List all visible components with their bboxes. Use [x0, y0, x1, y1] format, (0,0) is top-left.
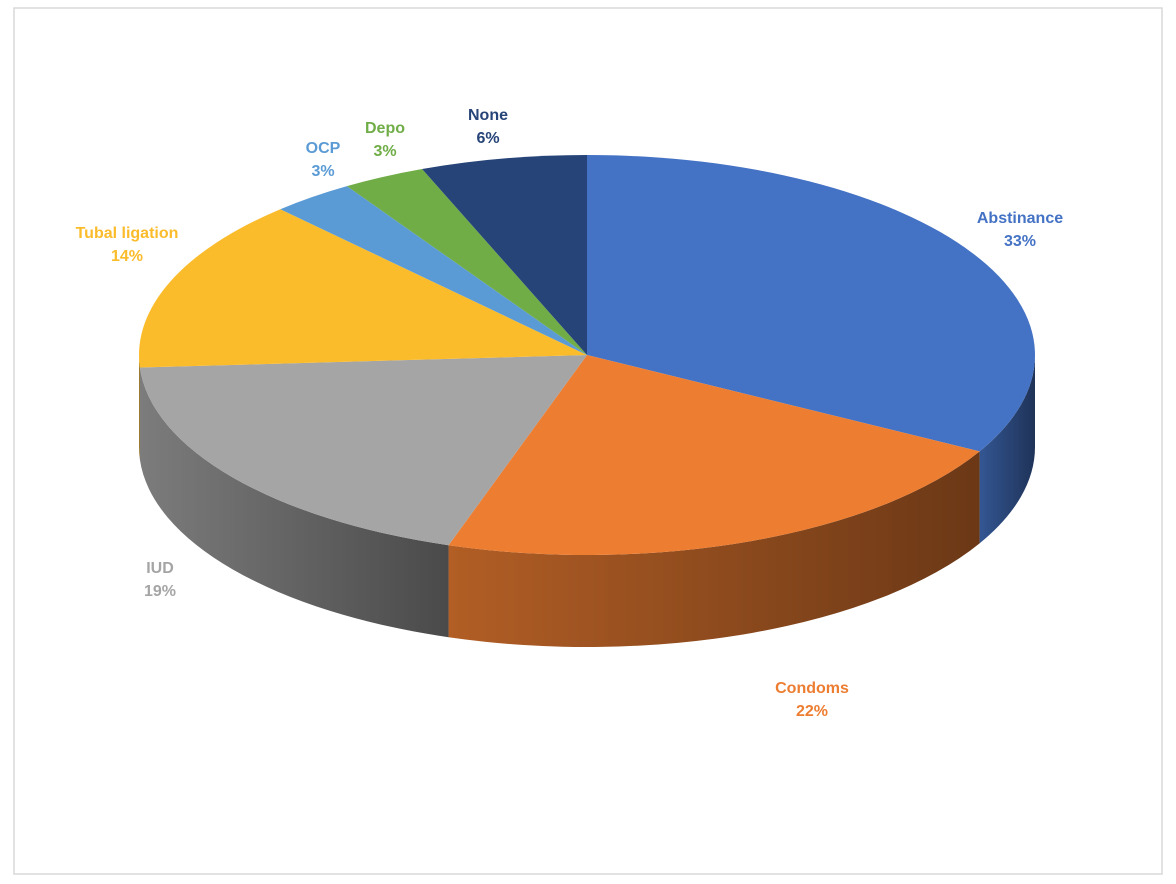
pie-slice [448, 355, 980, 556]
data-label-value: 6% [476, 130, 499, 147]
pie-slice [280, 186, 587, 355]
data-label-value: 3% [311, 163, 334, 180]
pie-side [139, 355, 140, 460]
data-label-name: None [468, 107, 508, 124]
data-label-name: OCP [306, 140, 341, 157]
data-label-value: 22% [796, 703, 828, 720]
pie-sides [139, 355, 1035, 648]
pie-slice [422, 155, 587, 355]
pie-slice [139, 355, 587, 546]
data-label-name: IUD [146, 560, 174, 577]
pie-slice [139, 209, 587, 368]
pie-side [448, 451, 980, 648]
pie-side [139, 367, 449, 638]
pie-side [979, 355, 1035, 544]
pie-tops [139, 155, 1035, 556]
data-label-name: Abstinance [977, 210, 1063, 227]
data-labels: Abstinance 33% Condoms 22% IUD 19% Tubal ligat… [76, 107, 1064, 720]
data-label-name: Condoms [775, 680, 849, 697]
data-label-name: Depo [365, 120, 405, 137]
data-label-value: 19% [144, 583, 176, 600]
data-label-value: 3% [373, 143, 396, 160]
pie-slice [346, 169, 587, 355]
pie-slice [587, 155, 1035, 452]
data-label-name: Tubal ligation [76, 225, 179, 242]
data-label-value: 14% [111, 248, 143, 265]
data-label-value: 33% [1004, 233, 1036, 250]
